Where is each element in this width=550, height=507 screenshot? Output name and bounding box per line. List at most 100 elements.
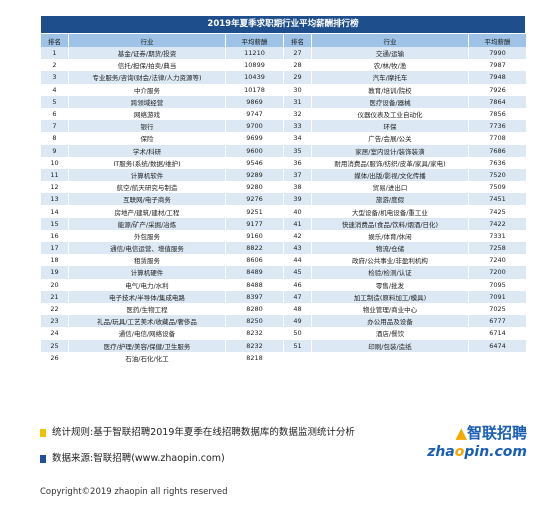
table-row: 17 通信/电信运营、增值服务 8822 43 物流/仓储 7258 — [40, 242, 527, 255]
rank-cell: 14 — [40, 205, 69, 218]
industry-cell: 石油/石化/化工 — [68, 351, 226, 364]
salary-cell: 11210 — [225, 47, 284, 60]
rank-cell: 40 — [283, 205, 312, 218]
salary-cell: 7686 — [468, 144, 527, 157]
rank-cell: 19 — [40, 266, 69, 279]
rank-cell — [283, 351, 312, 364]
rank-cell: 7 — [40, 120, 69, 133]
industry-cell: 跨领域经营 — [68, 95, 226, 108]
industry-cell: 医疗设备/器械 — [311, 95, 469, 108]
table-row: 7 银行 9700 33 环保 7736 — [40, 120, 527, 133]
salary-cell: 6777 — [468, 315, 527, 328]
salary-cell: 6474 — [468, 339, 527, 352]
rank-cell: 3 — [40, 71, 69, 84]
salary-cell: 7331 — [468, 229, 527, 242]
yellow-bullet-icon — [40, 428, 46, 437]
industry-cell: 互联网/电子商务 — [68, 193, 226, 206]
logo-chinese: ▲智联招聘 — [455, 422, 527, 443]
salary-cell: 8280 — [225, 302, 284, 316]
industry-cell: 交通/运输 — [311, 47, 469, 60]
salary-cell: 7425 — [468, 205, 527, 218]
industry-cell: 计算机硬件 — [68, 266, 226, 279]
salary-cell: 9600 — [225, 144, 284, 157]
rank-cell: 9 — [40, 144, 69, 157]
table-row: 4 中介服务 10178 30 教育/培训/院校 7926 — [40, 83, 527, 96]
industry-cell: 耐用消费品(服饰/纺织/皮革/家具/家电) — [311, 156, 469, 169]
industry-cell: 大型设备/机电设备/重工业 — [311, 205, 469, 218]
rank-cell: 49 — [283, 315, 312, 328]
table-row: 12 航空/航天研究与制造 9280 38 贸易/进出口 7509 — [40, 181, 527, 194]
industry-cell: 保险 — [68, 132, 226, 145]
salary-ranking-table: 排名 行业 平均薪酬 排名 行业 平均薪酬 1 基金/证券/期货/投资 11210 2… — [40, 34, 527, 364]
header-salary-right: 平均薪酬 — [468, 34, 527, 47]
rank-cell: 31 — [283, 95, 312, 108]
note-method: 统计规则:基于智联招聘2019年夏季在线招聘数据库的数据监测统计分析 — [40, 426, 355, 440]
industry-cell: 医药/生物工程 — [68, 302, 226, 316]
table-row: 22 医药/生物工程 8280 48 物业管理/商业中心 7025 — [40, 302, 527, 316]
logo-cn-text: 智联招聘 — [466, 424, 527, 442]
salary-cell: 9546 — [225, 156, 284, 169]
rank-cell: 32 — [283, 107, 312, 121]
table-row: 15 能源/矿产/采掘/冶炼 9177 41 快速消费品(食品/饮料/烟酒/日化) 742… — [40, 217, 527, 230]
salary-cell: 9160 — [225, 229, 284, 242]
rank-cell: 21 — [40, 290, 69, 303]
note-source: 数据来源:智联招聘(www.zhaopin.com) — [40, 452, 225, 466]
rank-cell: 48 — [283, 302, 312, 316]
rank-cell: 38 — [283, 181, 312, 194]
table-row: 9 学术/科研 9600 35 家居/室内设计/装饰装潢 7686 — [40, 144, 527, 157]
salary-cell: 7948 — [468, 71, 527, 84]
salary-cell: 6714 — [468, 327, 527, 340]
industry-cell: 贸易/进出口 — [311, 181, 469, 194]
logo-english: zhaopin.com — [427, 444, 527, 460]
rank-cell: 44 — [283, 254, 312, 267]
industry-cell: 印刷/包装/造纸 — [311, 339, 469, 352]
rank-cell: 51 — [283, 339, 312, 352]
rank-cell: 33 — [283, 120, 312, 133]
table-row: 20 电气/电力/水利 8488 46 零售/批发 7095 — [40, 278, 527, 291]
industry-cell: 房地产/建筑/建材/工程 — [68, 205, 226, 218]
table-row: 24 通信/电信/网络设备 8232 50 酒店/餐饮 6714 — [40, 327, 527, 340]
table-row: 5 跨领域经营 9869 31 医疗设备/器械 7864 — [40, 95, 527, 108]
salary-cell — [468, 351, 527, 364]
salary-cell: 9699 — [225, 132, 284, 145]
table-row: 16 外包服务 9160 42 娱乐/体育/休闲 7331 — [40, 229, 527, 242]
salary-cell: 7864 — [468, 95, 527, 108]
industry-cell — [311, 351, 469, 364]
logo-en-prefix: zha — [427, 444, 455, 460]
salary-cell: 9280 — [225, 181, 284, 194]
rank-cell: 27 — [283, 47, 312, 60]
rank-cell: 10 — [40, 156, 69, 169]
rank-cell: 50 — [283, 327, 312, 340]
rank-cell: 34 — [283, 132, 312, 145]
industry-cell: 计算机软件 — [68, 168, 226, 182]
table-row: 3 专业服务/咨询(财会/法律/人力资源等) 10439 29 汽车/摩托车 7948 — [40, 71, 527, 84]
industry-cell: 外包服务 — [68, 229, 226, 242]
rank-cell: 47 — [283, 290, 312, 303]
rank-cell: 20 — [40, 278, 69, 291]
salary-cell: 10439 — [225, 71, 284, 84]
rank-cell: 16 — [40, 229, 69, 242]
salary-cell: 7708 — [468, 132, 527, 145]
rank-cell: 28 — [283, 59, 312, 72]
industry-cell: 中介服务 — [68, 83, 226, 96]
table-body: 1 基金/证券/期货/投资 11210 27 交通/运输 7990 2 信托/担保/拍卖/典当… — [40, 47, 527, 364]
industry-cell: 检验/检测/认证 — [311, 266, 469, 279]
salary-cell: 9251 — [225, 205, 284, 218]
table-row: 14 房地产/建筑/建材/工程 9251 40 大型设备/机电设备/重工业 7425 — [40, 205, 527, 218]
rank-cell: 8 — [40, 132, 69, 145]
salary-cell: 8232 — [225, 327, 284, 340]
industry-cell: 加工制造(原料加工/模具) — [311, 290, 469, 303]
industry-cell: 礼品/玩具/工艺美术/收藏品/奢侈品 — [68, 315, 226, 328]
industry-cell: 环保 — [311, 120, 469, 133]
table-row: 25 医疗/护理/美容/保健/卫生服务 8232 51 印刷/包装/造纸 6474 — [40, 339, 527, 352]
table-row: 11 计算机软件 9289 37 媒体/出版/影视/文化传播 7520 — [40, 168, 527, 182]
salary-cell: 10178 — [225, 83, 284, 96]
note-method-text: 统计规则:基于智联招聘2019年夏季在线招聘数据库的数据监测统计分析 — [52, 427, 355, 438]
table-row: 18 租赁服务 8606 44 政府/公共事业/非盈利机构 7240 — [40, 254, 527, 267]
rank-cell: 36 — [283, 156, 312, 169]
rank-cell: 15 — [40, 217, 69, 230]
salary-cell: 7520 — [468, 168, 527, 182]
salary-cell: 7990 — [468, 47, 527, 60]
logo-en-o: o — [454, 444, 465, 460]
